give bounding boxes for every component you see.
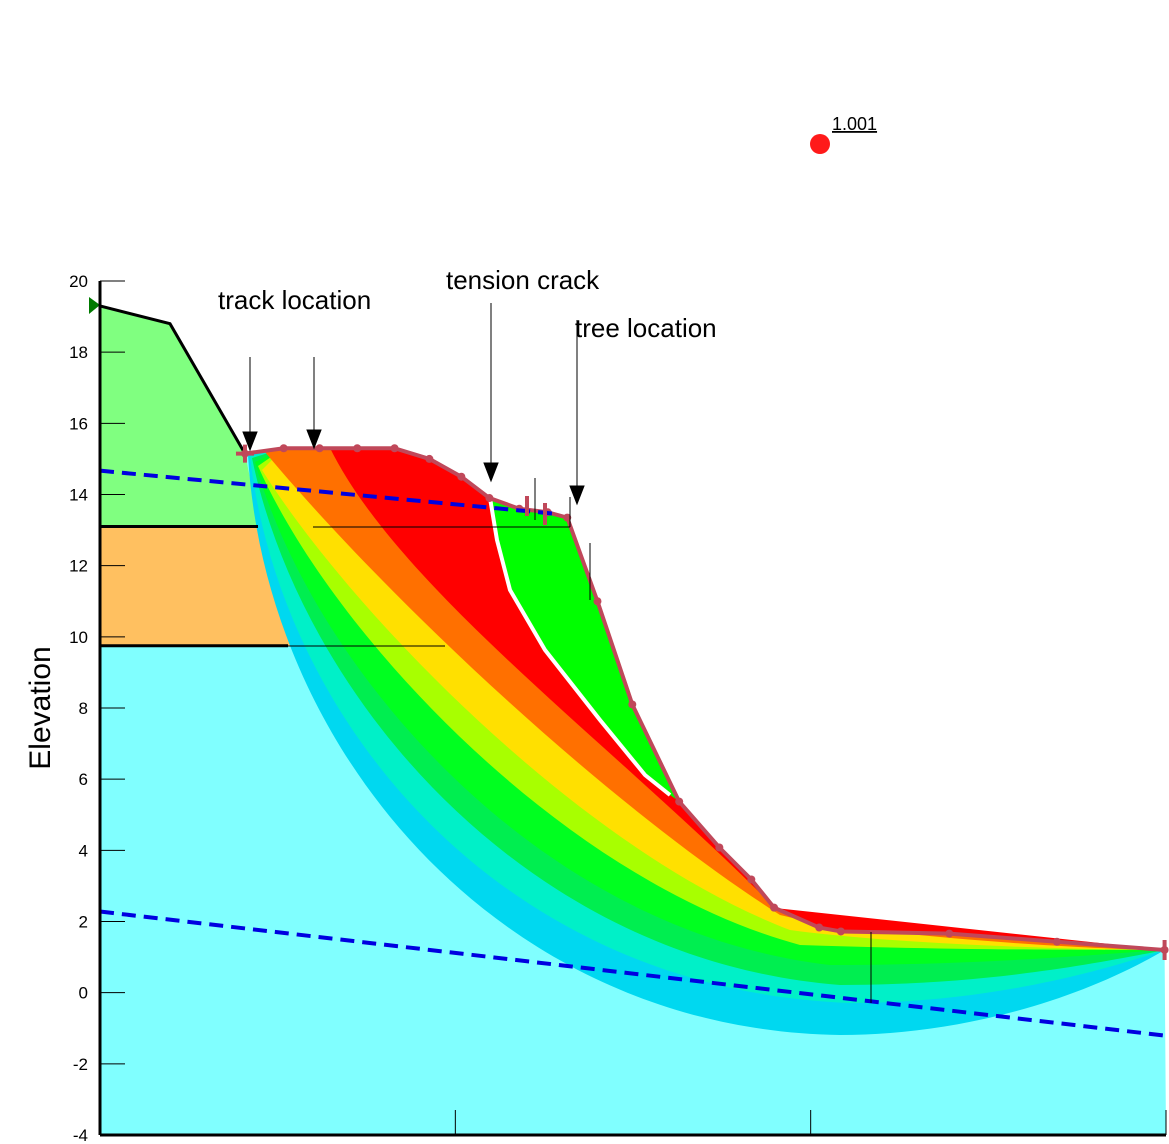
soil-layer — [100, 305, 260, 527]
soil-layer — [100, 526, 290, 646]
slip-point — [425, 454, 434, 463]
arrow-head — [569, 485, 585, 506]
lines — [99, 304, 1169, 1038]
y-tick-label: 4 — [79, 841, 88, 860]
y-tick-label: 10 — [69, 628, 88, 647]
y-tick-label: 6 — [79, 770, 88, 789]
y-tick-label: 8 — [79, 699, 88, 718]
crack-marks — [525, 496, 547, 525]
y-tick-label: 12 — [69, 557, 88, 576]
y-axis-label: Elevation — [24, 646, 57, 769]
y-tick-label: -2 — [73, 1055, 88, 1074]
slip-end — [235, 444, 1167, 960]
crack-block — [490, 498, 680, 802]
slip-point — [593, 597, 602, 606]
slip-center — [810, 134, 830, 154]
annotation: tension crack — [446, 265, 600, 295]
slip-point — [628, 700, 637, 709]
slip-bands — [248, 448, 1165, 1035]
y-tick-label: 18 — [69, 343, 88, 362]
slip-point — [815, 923, 824, 932]
y-tick-label: 16 — [69, 414, 88, 433]
slip-point — [353, 444, 362, 453]
slip-point — [279, 444, 288, 453]
y-tick-label: 0 — [79, 984, 88, 1003]
arrow-head — [483, 462, 499, 483]
slip-point — [563, 513, 572, 522]
slip-point — [747, 875, 756, 884]
slip-point — [945, 929, 954, 938]
axes: -4 -2 0 2 4 6 8 10 12 14 16 18 20 — [69, 272, 1167, 1144]
slip-point — [836, 927, 845, 936]
slip-point — [457, 472, 466, 481]
water-table — [99, 468, 555, 516]
slip-point — [315, 444, 324, 453]
y-tick-label: 14 — [69, 486, 88, 505]
slip-point — [770, 903, 779, 912]
annotations — [242, 303, 872, 1003]
slip-point — [485, 494, 494, 503]
factor-of-safety: 1.001 — [832, 114, 877, 134]
slip-surface — [244, 446, 1165, 952]
annotation: track location — [218, 285, 371, 315]
slip-point — [715, 843, 724, 852]
arrow-head — [306, 429, 322, 450]
slip-point — [675, 797, 684, 806]
y-tick-label: -4 — [73, 1126, 88, 1144]
water-table — [99, 909, 1167, 1038]
arrow-head — [242, 431, 258, 452]
y-tick-label: 20 — [69, 272, 88, 291]
tension-crack — [488, 497, 672, 797]
annotation: tree location — [575, 313, 717, 343]
slip-point — [1052, 937, 1061, 946]
y-tick-label: 2 — [79, 913, 88, 932]
start-marker — [89, 297, 100, 314]
slip-point — [390, 444, 399, 453]
